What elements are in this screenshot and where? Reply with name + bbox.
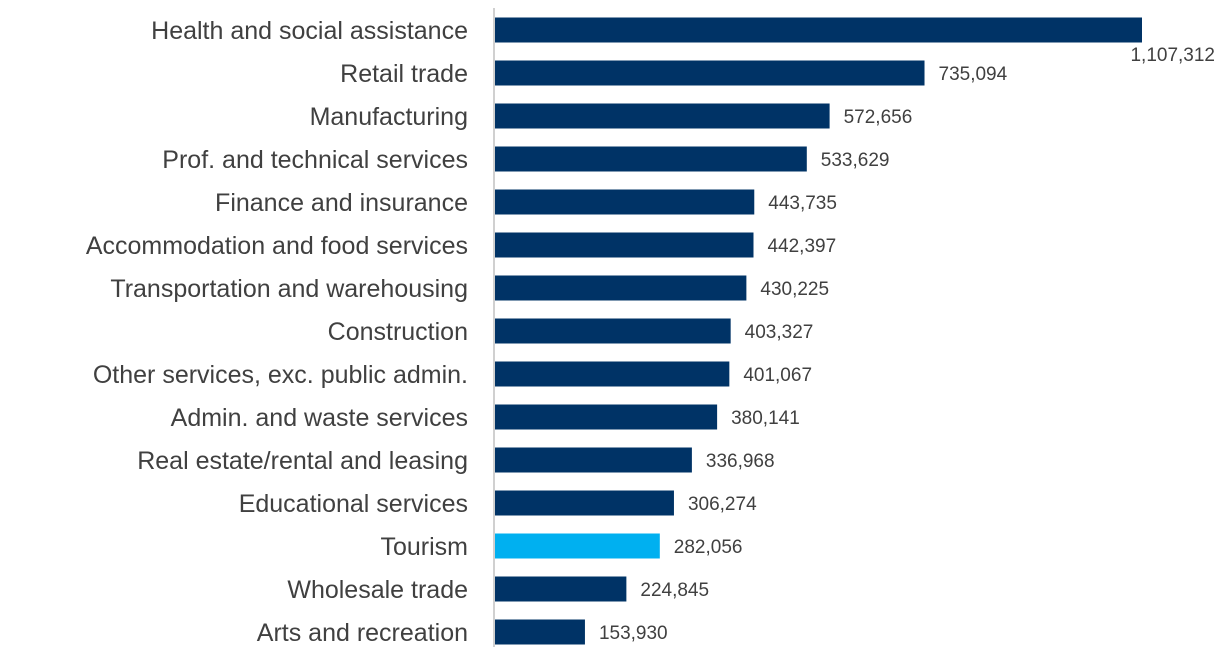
- value-label: 443,735: [768, 193, 837, 214]
- bar: [495, 576, 627, 602]
- value-label: 533,629: [821, 150, 890, 171]
- value-label: 403,327: [745, 322, 814, 343]
- bar: [495, 619, 585, 645]
- bar: [495, 447, 692, 473]
- bar: [495, 232, 754, 258]
- value-label: 153,930: [599, 623, 668, 644]
- category-label: Prof. and technical services: [162, 146, 468, 174]
- value-label: 401,067: [743, 365, 812, 386]
- value-label: 380,141: [731, 408, 800, 429]
- labels-layer: Health and social assistance 1,107,312 Ret…: [86, 17, 1215, 647]
- category-label: Retail trade: [340, 60, 468, 88]
- category-label: Educational services: [239, 490, 468, 518]
- category-label: Transportation and warehousing: [110, 275, 468, 303]
- category-label: Admin. and waste services: [171, 404, 468, 432]
- category-label: Finance and insurance: [215, 189, 468, 217]
- bar: [495, 103, 830, 129]
- bars-layer: [495, 17, 1142, 645]
- category-label: Wholesale trade: [287, 576, 468, 604]
- bar: [495, 490, 674, 516]
- bar: [495, 17, 1142, 43]
- category-label: Manufacturing: [310, 103, 468, 131]
- value-label: 306,274: [688, 494, 757, 515]
- bar: [495, 404, 718, 430]
- category-label: Tourism: [380, 533, 468, 561]
- value-label: 336,968: [706, 451, 775, 472]
- category-label: Health and social assistance: [151, 17, 468, 45]
- bar: [495, 533, 660, 559]
- bar: [495, 189, 755, 215]
- value-label: 282,056: [674, 537, 743, 558]
- category-label: Arts and recreation: [257, 619, 468, 647]
- value-label: 735,094: [939, 64, 1008, 85]
- value-label: 1,107,312: [1130, 45, 1215, 66]
- value-label: 430,225: [760, 279, 829, 300]
- category-label: Accommodation and food services: [86, 232, 468, 260]
- category-label: Real estate/rental and leasing: [137, 447, 468, 475]
- bar: [495, 318, 731, 344]
- value-label: 224,845: [640, 580, 709, 601]
- value-label: 442,397: [767, 236, 836, 257]
- bar: [495, 60, 925, 86]
- bar: [495, 361, 730, 387]
- value-label: 572,656: [844, 107, 913, 128]
- category-label: Other services, exc. public admin.: [93, 361, 468, 389]
- bar: [495, 146, 807, 172]
- category-label: Construction: [328, 318, 468, 346]
- bar: [495, 275, 747, 301]
